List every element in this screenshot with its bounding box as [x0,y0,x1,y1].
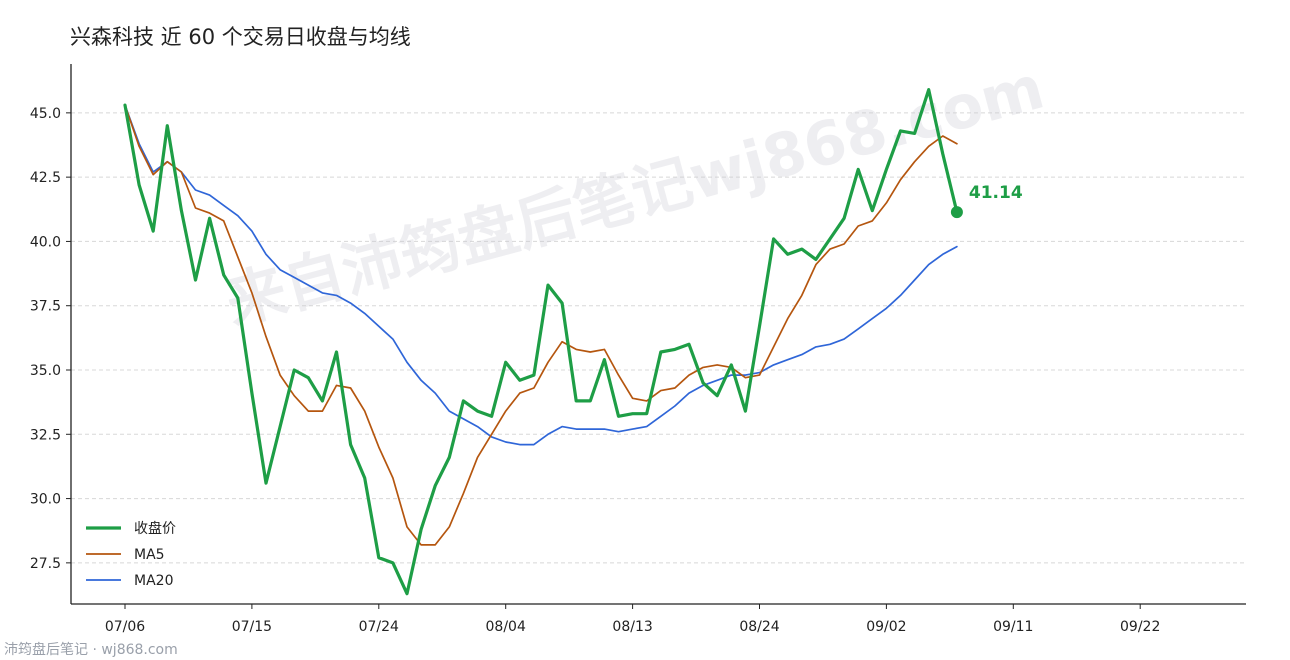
x-tick-label: 08/04 [486,619,526,635]
axes: 27.5 30.0 32.5 35.0 37.5 40.0 42.5 45.0 07/06 07/… [30,64,1246,635]
x-tick-label: 09/22 [1120,619,1160,635]
series-line-ma20 [124,104,958,446]
series-line-close [123,88,959,596]
x-tick-label: 09/02 [866,619,906,635]
y-tick-label: 32.5 [30,427,61,443]
x-tick-label: 09/11 [993,619,1033,635]
legend: 收盘价 MA5 MA20 [86,520,176,589]
legend-label: 收盘价 [134,520,176,537]
y-tick-label: 40.0 [30,234,61,250]
series-layer: 41.14 [123,88,1023,596]
y-tick-label: 45.0 [30,106,61,122]
y-tick-label: 37.5 [30,299,61,315]
x-tick-label: 07/15 [232,619,272,635]
series-line-ma5 [124,104,958,546]
footer-text: 沛筠盘后笔记 · wj868.com [4,641,178,658]
last-close-marker [950,206,963,219]
y-tick-label: 42.5 [30,170,61,186]
y-tick-label: 27.5 [30,556,61,572]
x-tick-label: 08/24 [739,619,779,635]
legend-label: MA20 [134,573,173,589]
legend-label: MA5 [134,547,165,563]
x-tick-label: 07/06 [105,619,145,635]
x-tick-label: 08/13 [612,619,652,635]
x-tick-label: 07/24 [359,619,399,635]
y-tick-label: 35.0 [30,363,61,379]
chart-title: 兴森科技 近 60 个交易日收盘与均线 [70,25,411,49]
y-tick-label: 30.0 [30,492,61,508]
last-close-label: 41.14 [969,183,1023,203]
